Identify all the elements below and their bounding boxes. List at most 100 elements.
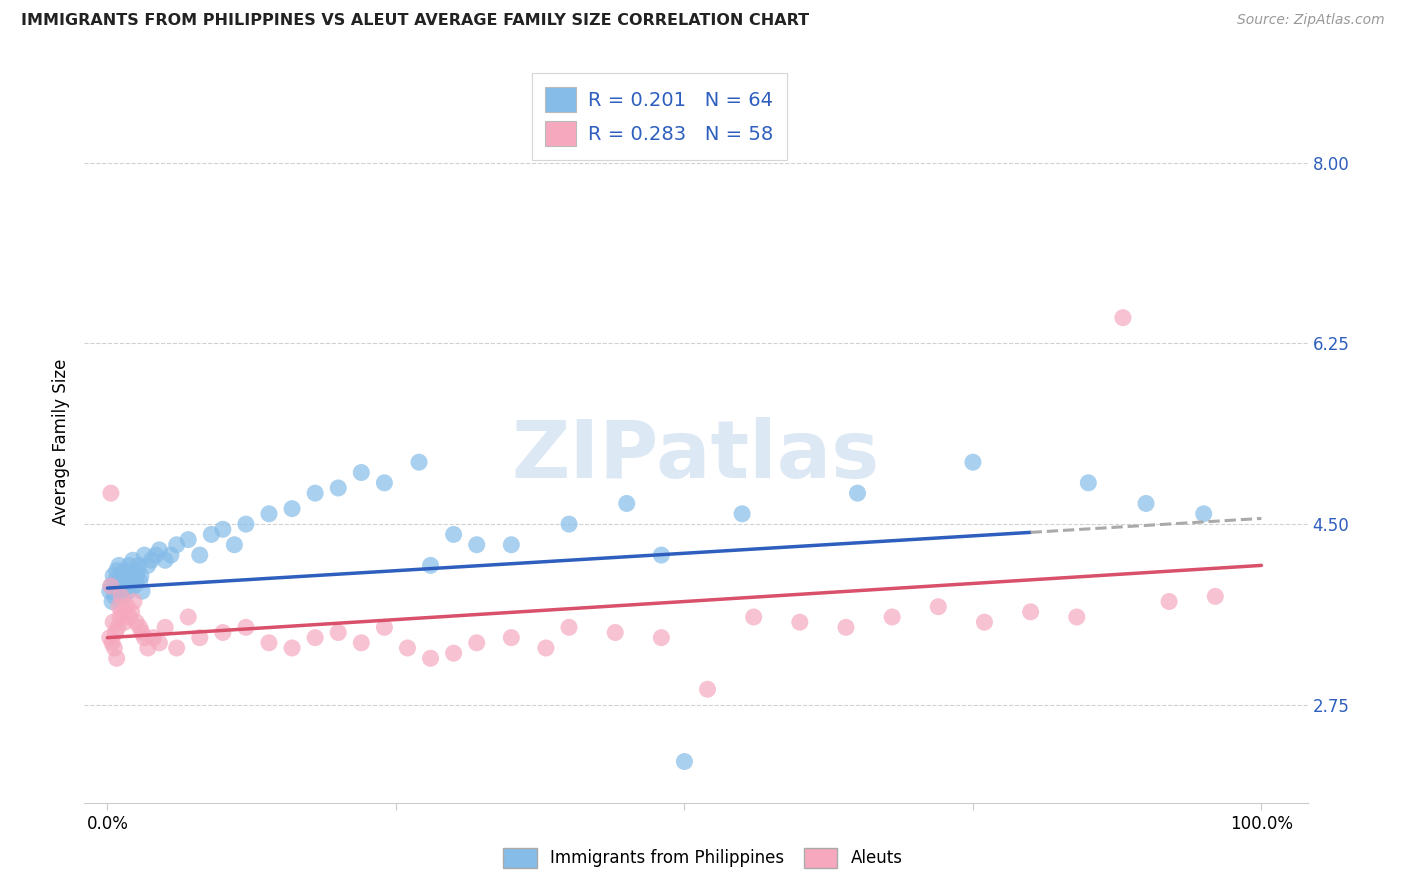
Point [101, 636, 124, 650]
Point [673, 755, 696, 769]
Point [419, 651, 441, 665]
Point [105, 564, 128, 578]
Point [104, 574, 127, 588]
Point [257, 507, 280, 521]
Point [281, 501, 304, 516]
Point [304, 486, 326, 500]
Point [104, 625, 127, 640]
Point [100, 486, 122, 500]
Point [373, 620, 395, 634]
Point [118, 558, 141, 573]
Point [134, 631, 156, 645]
Point [1192, 507, 1215, 521]
Point [696, 682, 718, 697]
Point [110, 590, 132, 604]
Point [650, 548, 672, 562]
Point [443, 527, 465, 541]
Point [534, 640, 557, 655]
Point [129, 568, 152, 582]
Point [111, 605, 134, 619]
Point [105, 651, 128, 665]
Point [107, 579, 129, 593]
Point [731, 507, 754, 521]
Point [112, 590, 135, 604]
Point [108, 558, 131, 573]
Point [98, 631, 121, 645]
Point [419, 558, 441, 573]
Point [124, 574, 146, 588]
Point [789, 615, 811, 630]
Point [103, 568, 125, 582]
Point [125, 568, 148, 582]
Point [121, 568, 143, 582]
Point [962, 455, 984, 469]
Point [616, 496, 638, 510]
Point [465, 538, 488, 552]
Point [835, 620, 858, 634]
Point [211, 522, 233, 536]
Point [465, 636, 488, 650]
Point [131, 584, 153, 599]
Point [153, 620, 176, 634]
Point [1135, 496, 1157, 510]
Y-axis label: Average Family Size: Average Family Size [52, 359, 70, 524]
Point [128, 574, 150, 588]
Point [501, 538, 523, 552]
Point [211, 625, 233, 640]
Point [224, 538, 246, 552]
Point [188, 548, 211, 562]
Point [108, 610, 131, 624]
Point [111, 574, 134, 588]
Point [605, 625, 627, 640]
Point [107, 620, 129, 634]
Point [235, 620, 257, 634]
Point [100, 579, 122, 593]
Point [973, 615, 995, 630]
Point [408, 455, 430, 469]
Point [160, 548, 183, 562]
Point [1159, 594, 1181, 608]
Point [120, 574, 142, 588]
Point [103, 615, 125, 630]
Point [115, 568, 138, 582]
Point [373, 475, 395, 490]
Point [443, 646, 465, 660]
Point [141, 553, 163, 567]
Point [136, 640, 159, 655]
Point [142, 631, 165, 645]
Point [121, 553, 143, 567]
Point [188, 631, 211, 645]
Point [128, 558, 150, 573]
Point [117, 584, 139, 599]
Point [927, 599, 949, 614]
Point [114, 615, 136, 630]
Point [396, 640, 419, 655]
Text: Source: ZipAtlas.com: Source: ZipAtlas.com [1237, 13, 1385, 28]
Point [650, 631, 672, 645]
Point [1066, 610, 1088, 624]
Point [110, 568, 132, 582]
Point [108, 599, 131, 614]
Point [304, 631, 326, 645]
Legend: R = 0.201   N = 64, R = 0.283   N = 58: R = 0.201 N = 64, R = 0.283 N = 58 [531, 73, 787, 160]
Point [1204, 590, 1226, 604]
Point [114, 564, 136, 578]
Point [350, 466, 373, 480]
Point [328, 625, 350, 640]
Point [1019, 605, 1042, 619]
Point [127, 564, 149, 578]
Point [742, 610, 765, 624]
Legend: Immigrants from Philippines, Aleuts: Immigrants from Philippines, Aleuts [496, 841, 910, 875]
Point [108, 584, 131, 599]
Point [328, 481, 350, 495]
Point [101, 594, 124, 608]
Point [153, 553, 176, 567]
Point [125, 615, 148, 630]
Point [1077, 475, 1099, 490]
Point [122, 594, 145, 608]
Point [235, 517, 257, 532]
Point [257, 636, 280, 650]
Point [148, 542, 170, 557]
Point [145, 548, 167, 562]
Point [166, 640, 188, 655]
